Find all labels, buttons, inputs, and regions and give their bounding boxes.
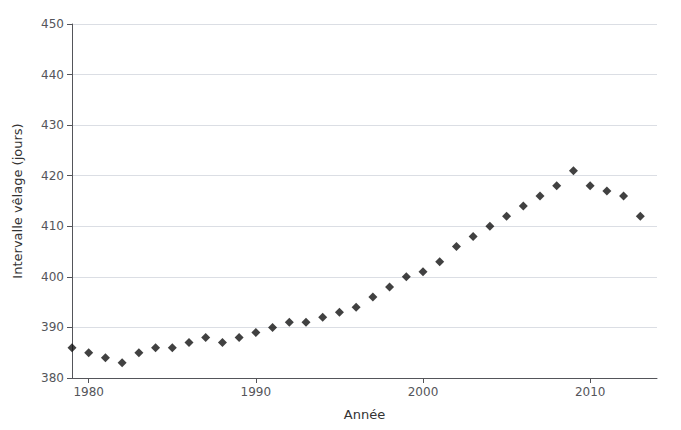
- svg-text:420: 420: [41, 169, 64, 183]
- svg-text:1980: 1980: [73, 385, 104, 399]
- svg-text:2000: 2000: [408, 385, 439, 399]
- svg-text:390: 390: [41, 320, 64, 334]
- svg-text:Année: Année: [344, 407, 385, 422]
- svg-text:380: 380: [41, 371, 64, 385]
- svg-text:1990: 1990: [241, 385, 272, 399]
- svg-text:Intervalle vêlage (jours): Intervalle vêlage (jours): [10, 123, 25, 278]
- svg-text:410: 410: [41, 219, 64, 233]
- svg-text:400: 400: [41, 270, 64, 284]
- svg-text:2010: 2010: [575, 385, 606, 399]
- svg-text:450: 450: [41, 17, 64, 31]
- svg-text:440: 440: [41, 68, 64, 82]
- svg-text:430: 430: [41, 118, 64, 132]
